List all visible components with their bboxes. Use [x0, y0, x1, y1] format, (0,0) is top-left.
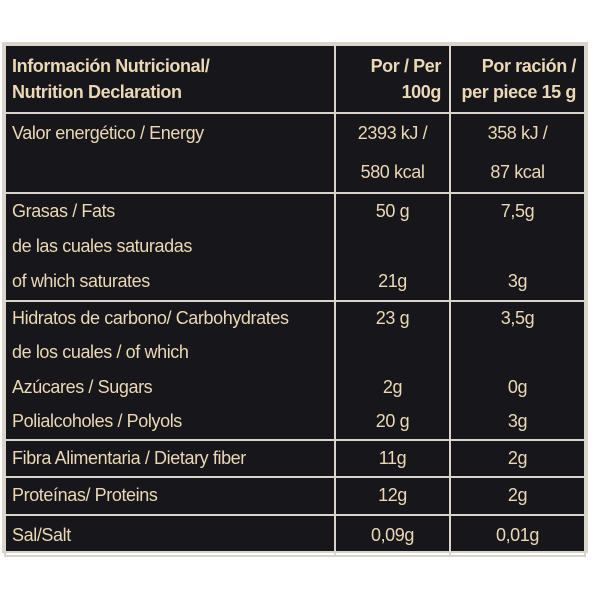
nutrient-value: 12g — [378, 485, 407, 505]
header-line: Por ración / — [481, 56, 577, 76]
cell-content: Información Nutricional/Nutrition Declar… — [12, 46, 334, 112]
nutrient-label: Proteínas/ Proteins — [12, 485, 158, 505]
nutrient-label: de las cuales saturadas — [12, 235, 192, 256]
nutrient-value — [451, 342, 584, 364]
nutrient-cell: 7,5g 3g — [449, 192, 586, 302]
nutrient-value: 7,5g — [500, 200, 535, 221]
nutrient-value: 23 g — [375, 308, 410, 329]
nutrient-value: 11g — [378, 447, 407, 468]
header-cell: Por / Per 100g — [334, 44, 451, 114]
nutrient-value — [336, 236, 449, 258]
cell-content: Proteínas/ Proteins — [12, 478, 334, 514]
cell-content: Por / Per 100g — [336, 46, 442, 112]
cell-content: 12g — [336, 478, 449, 514]
nutrient-value: 0,09g — [370, 524, 415, 545]
nutrient-value: 2g — [507, 485, 528, 505]
nutrient-cell: Proteínas/ Proteins — [4, 476, 336, 516]
nutrient-cell: 11g — [334, 439, 451, 478]
nutrient-cell: 358 kJ / 87 kcal — [449, 112, 586, 194]
nutrient-row: Fibra Alimentaria / Dietary fiber 11g 2g — [4, 439, 586, 478]
cell-content: Fibra Alimentaria / Dietary fiber — [12, 441, 334, 476]
cell-content: 11g — [336, 441, 449, 476]
nutrient-value: 87 kcal — [490, 161, 545, 182]
nutrition-table: Información Nutricional/Nutrition Declar… — [4, 44, 586, 557]
cell-content: Sal/Salt — [12, 516, 334, 555]
nutrient-label: Fibra Alimentaria / Dietary fiber — [12, 447, 246, 468]
nutrient-value: 2g — [382, 376, 403, 397]
nutrient-label: Polialcoholes / Polyols — [12, 410, 182, 431]
nutrient-value: 358 kJ / — [487, 122, 548, 143]
header-cell: Información Nutricional/Nutrition Declar… — [4, 44, 336, 114]
nutrient-label: Grasas / Fats — [12, 200, 115, 221]
nutrient-value: 2g — [507, 447, 528, 468]
cell-content: 0,09g — [336, 516, 449, 555]
nutrient-row: Sal/Salt 0,09g 0,01g — [4, 514, 586, 557]
nutrient-row: Valor energético / Energy 2393 kJ / 580 kc… — [4, 112, 586, 194]
header-line: Nutrition Declaration — [12, 82, 182, 102]
cell-content: Hidratos de carbono/ Carbohydrates de los… — [12, 302, 334, 439]
cell-content: 358 kJ / 87 kcal — [451, 114, 584, 192]
cell-content: 3,5g 0g 3g — [451, 302, 584, 439]
nutrient-label: Valor energético / Energy — [12, 122, 204, 143]
nutrient-label — [12, 162, 334, 184]
nutrient-cell: Hidratos de carbono/ Carbohydrates de los… — [4, 300, 336, 441]
cell-content: 2g — [451, 441, 584, 476]
nutrient-cell: 0,09g — [334, 514, 451, 557]
nutrient-label: de los cuales / of which — [12, 342, 189, 363]
header-cell: Por ración / per piece 15 g — [449, 44, 586, 114]
nutrient-row: Proteínas/ Proteins 12g 2g — [4, 476, 586, 516]
header-line: per piece 15 g — [461, 82, 577, 102]
nutrient-value: 21g — [378, 271, 407, 292]
nutrient-value: 3,5g — [500, 308, 535, 329]
nutrient-value: 20 g — [375, 410, 410, 431]
nutrient-row: Hidratos de carbono/ Carbohydrates de los… — [4, 300, 586, 441]
nutrient-value — [451, 236, 584, 258]
nutrient-value: 0,01g — [495, 524, 540, 545]
nutrient-value: 3g — [507, 271, 528, 292]
cell-content: 2393 kJ / 580 kcal — [336, 114, 449, 192]
cell-content: Por ración / per piece 15 g — [451, 46, 577, 112]
nutrient-cell: 2g — [449, 439, 586, 478]
nutrient-value: 2393 kJ / — [357, 122, 428, 143]
cell-content: 23 g 2g 20 g — [336, 302, 449, 439]
nutrient-label: Azúcares / Sugars — [12, 376, 153, 397]
nutrient-label: of which saturates — [12, 271, 150, 292]
cell-content: 0,01g — [451, 516, 584, 555]
header-line: Información Nutricional/ — [12, 56, 210, 76]
nutrient-value: 0g — [507, 376, 528, 397]
nutrient-cell: 12g — [334, 476, 451, 516]
cell-content: 7,5g 3g — [451, 194, 584, 300]
nutrient-label: Hidratos de carbono/ Carbohydrates — [12, 308, 289, 329]
nutrient-value — [336, 342, 449, 364]
nutrient-cell: Fibra Alimentaria / Dietary fiber — [4, 439, 336, 478]
header-line: Por / Per — [370, 56, 442, 76]
nutrient-cell: 0,01g — [449, 514, 586, 557]
header-row: Información Nutricional/Nutrition Declar… — [4, 44, 586, 114]
nutrient-cell: Sal/Salt — [4, 514, 336, 557]
nutrient-value: 580 kcal — [360, 161, 425, 182]
nutrient-label: Sal/Salt — [12, 524, 71, 545]
nutrient-row: Grasas / Fats de las cuales saturadas of w… — [4, 192, 586, 302]
nutrient-cell: 50 g 21g — [334, 192, 451, 302]
nutrition-panel: Información Nutricional/Nutrition Declar… — [2, 42, 588, 557]
nutrient-value: 50 g — [375, 200, 410, 221]
cell-content: Grasas / Fats de las cuales saturadas of w… — [12, 194, 334, 300]
nutrient-cell: 23 g 2g 20 g — [334, 300, 451, 441]
cell-content: Valor energético / Energy — [12, 114, 334, 192]
nutrient-cell: Valor energético / Energy — [4, 112, 336, 194]
nutrient-value: 3g — [507, 410, 528, 431]
nutrient-cell: 3,5g 0g 3g — [449, 300, 586, 441]
cell-content: 50 g 21g — [336, 194, 449, 300]
nutrient-cell: Grasas / Fats de las cuales saturadas of w… — [4, 192, 336, 302]
nutrient-cell: 2393 kJ / 580 kcal — [334, 112, 451, 194]
nutrient-cell: 2g — [449, 476, 586, 516]
header-line: 100g — [401, 82, 442, 102]
cell-content: 2g — [451, 478, 584, 514]
